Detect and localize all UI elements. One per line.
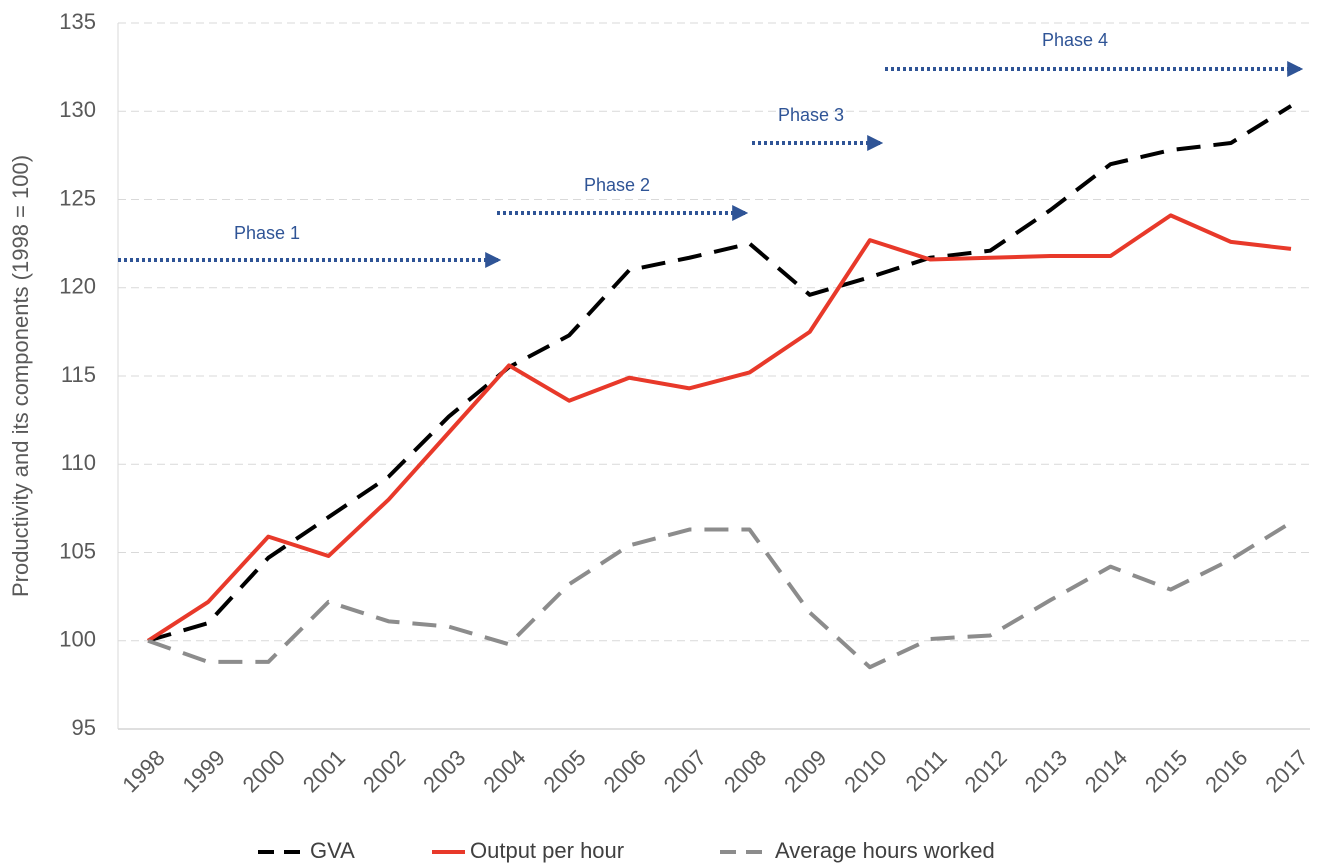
annotation: Phase 1: [234, 223, 300, 243]
y-tick-label: 115: [61, 362, 96, 387]
annotation: Phase 3: [778, 105, 844, 125]
x-tick-label: 2012: [960, 745, 1012, 797]
x-tick-label: 2000: [238, 745, 290, 797]
series-line: [146, 213, 1292, 643]
legend-label: Output per hour: [470, 838, 624, 863]
series-line: [147, 104, 1293, 643]
y-tick-label: 105: [59, 538, 96, 563]
x-tick-label: 2004: [478, 745, 530, 797]
y-axis-label: Productivity and its components (1998 = …: [8, 155, 33, 597]
x-tick-label: 2011: [901, 745, 952, 796]
x-tick-label: 2016: [1200, 745, 1252, 797]
x-tick-label: 2014: [1080, 745, 1132, 797]
y-tick-label: 135: [59, 9, 96, 34]
x-tick-label: 1999: [178, 745, 230, 797]
series-line: [147, 520, 1293, 670]
x-tick-label: 1998: [117, 745, 169, 797]
annotation: Phase 2: [584, 175, 650, 195]
x-tick-label: 2008: [719, 745, 771, 797]
annotation: Phase 4: [1042, 30, 1108, 50]
y-tick-label: 110: [61, 450, 96, 475]
y-tick-label: 125: [59, 185, 96, 210]
y-tick-label: 100: [59, 627, 96, 652]
x-tick-label: 2001: [298, 745, 350, 797]
x-tick-label: 2009: [779, 745, 831, 797]
legend-label: GVA: [310, 838, 355, 863]
x-tick-label: 2006: [599, 745, 651, 797]
y-tick-label: 95: [72, 715, 96, 740]
x-tick-label: 2017: [1260, 745, 1312, 797]
x-tick-label: 2002: [358, 745, 410, 797]
y-tick-label: 130: [59, 97, 96, 122]
x-tick-label: 2005: [538, 745, 590, 797]
legend-label: Average hours worked: [775, 838, 995, 863]
x-tick-label: 2007: [659, 745, 711, 797]
x-tick-label: 2013: [1020, 745, 1072, 797]
y-tick-label: 120: [59, 274, 96, 299]
x-tick-label: 2015: [1140, 745, 1192, 797]
x-tick-label: 2003: [418, 745, 470, 797]
x-tick-label: 2010: [839, 745, 891, 797]
